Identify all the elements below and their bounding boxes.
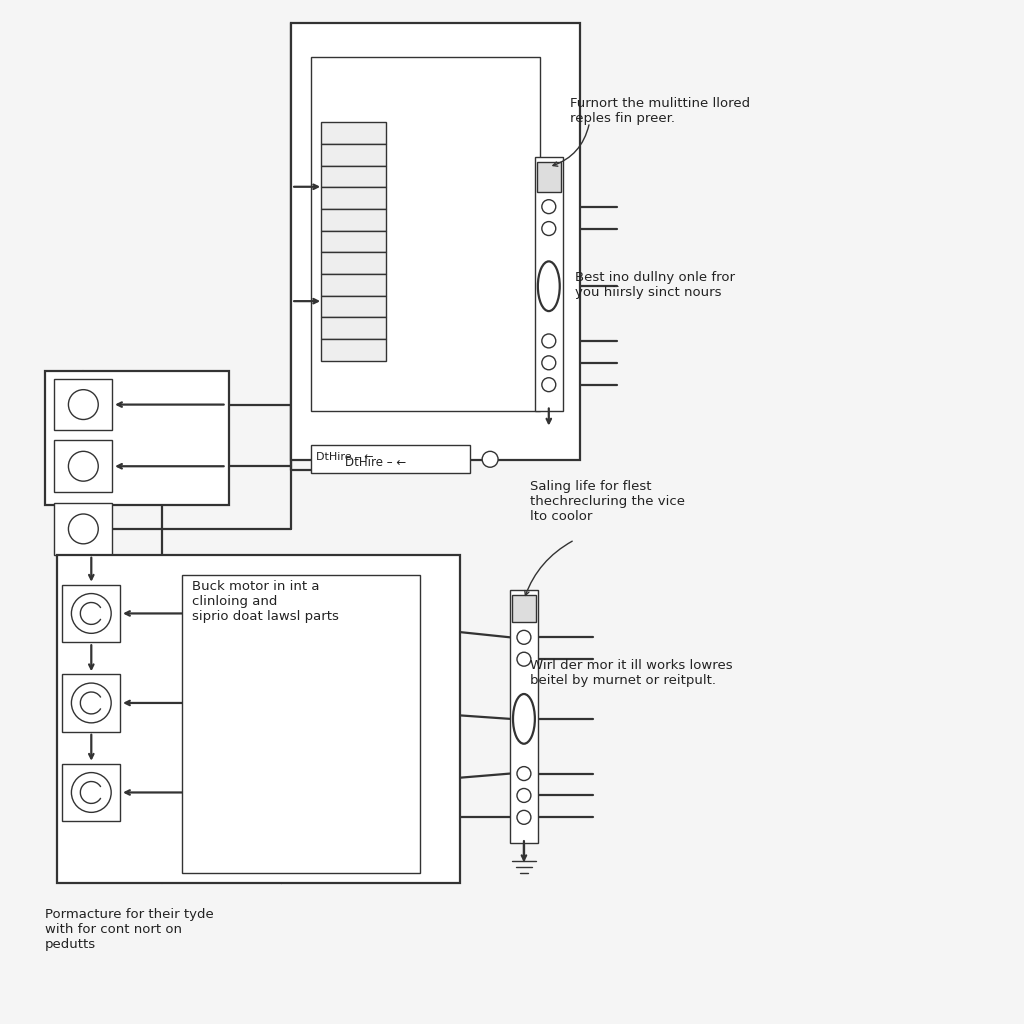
Bar <box>322 166 386 187</box>
Bar <box>54 379 113 430</box>
Bar <box>510 590 538 843</box>
FancyArrowPatch shape <box>553 125 589 166</box>
Text: DtHire – ←: DtHire – ← <box>316 453 374 462</box>
Bar <box>57 555 460 883</box>
FancyArrowPatch shape <box>525 541 572 595</box>
Circle shape <box>542 200 556 214</box>
Circle shape <box>542 378 556 391</box>
Circle shape <box>517 767 530 780</box>
Bar <box>322 209 386 230</box>
Bar <box>311 445 470 473</box>
Bar <box>537 162 561 191</box>
Circle shape <box>542 221 556 236</box>
Text: DtHire – ←: DtHire – ← <box>345 456 407 469</box>
Circle shape <box>542 334 556 348</box>
Bar <box>182 574 421 873</box>
Bar <box>322 274 386 296</box>
Circle shape <box>72 683 112 723</box>
Bar <box>322 122 386 143</box>
Circle shape <box>482 452 498 467</box>
Circle shape <box>517 788 530 803</box>
Bar <box>62 585 120 642</box>
Bar <box>62 764 120 821</box>
Bar <box>322 339 386 360</box>
Text: Wirl der mor it ill works lowres
beitel by murnet or reitpult.: Wirl der mor it ill works lowres beitel … <box>529 659 732 687</box>
Bar <box>311 57 540 411</box>
Text: Buck motor in int a
clinloing and
siprio doat lawsl parts: Buck motor in int a clinloing and siprio… <box>191 580 339 623</box>
Bar <box>322 187 386 209</box>
Text: Saling life for flest
thechrecluring the vice
lto coolor: Saling life for flest thechrecluring the… <box>529 480 685 523</box>
Circle shape <box>69 390 98 420</box>
Bar <box>512 595 536 623</box>
Circle shape <box>69 452 98 481</box>
Circle shape <box>517 631 530 644</box>
Circle shape <box>72 594 112 633</box>
Text: Pormacture for their tyde
with for cont nort on
pedutts: Pormacture for their tyde with for cont … <box>45 908 213 951</box>
Ellipse shape <box>538 261 560 311</box>
Bar <box>291 23 580 460</box>
Circle shape <box>517 810 530 824</box>
Circle shape <box>517 652 530 667</box>
Text: Best ino dullny onle fror
you hiirsly sinct nours: Best ino dullny onle fror you hiirsly si… <box>574 271 734 299</box>
Bar <box>322 143 386 166</box>
Bar <box>322 317 386 339</box>
Bar <box>535 157 563 411</box>
Bar <box>62 674 120 732</box>
Bar <box>54 503 113 555</box>
Bar <box>54 440 113 493</box>
Bar <box>322 230 386 252</box>
Text: Furnort the mulittine llored
reples fin preer.: Furnort the mulittine llored reples fin … <box>569 97 750 125</box>
Circle shape <box>69 514 98 544</box>
Circle shape <box>542 356 556 370</box>
Bar <box>45 371 228 505</box>
Ellipse shape <box>513 694 535 743</box>
Circle shape <box>72 772 112 812</box>
Bar <box>322 252 386 274</box>
Bar <box>322 296 386 317</box>
